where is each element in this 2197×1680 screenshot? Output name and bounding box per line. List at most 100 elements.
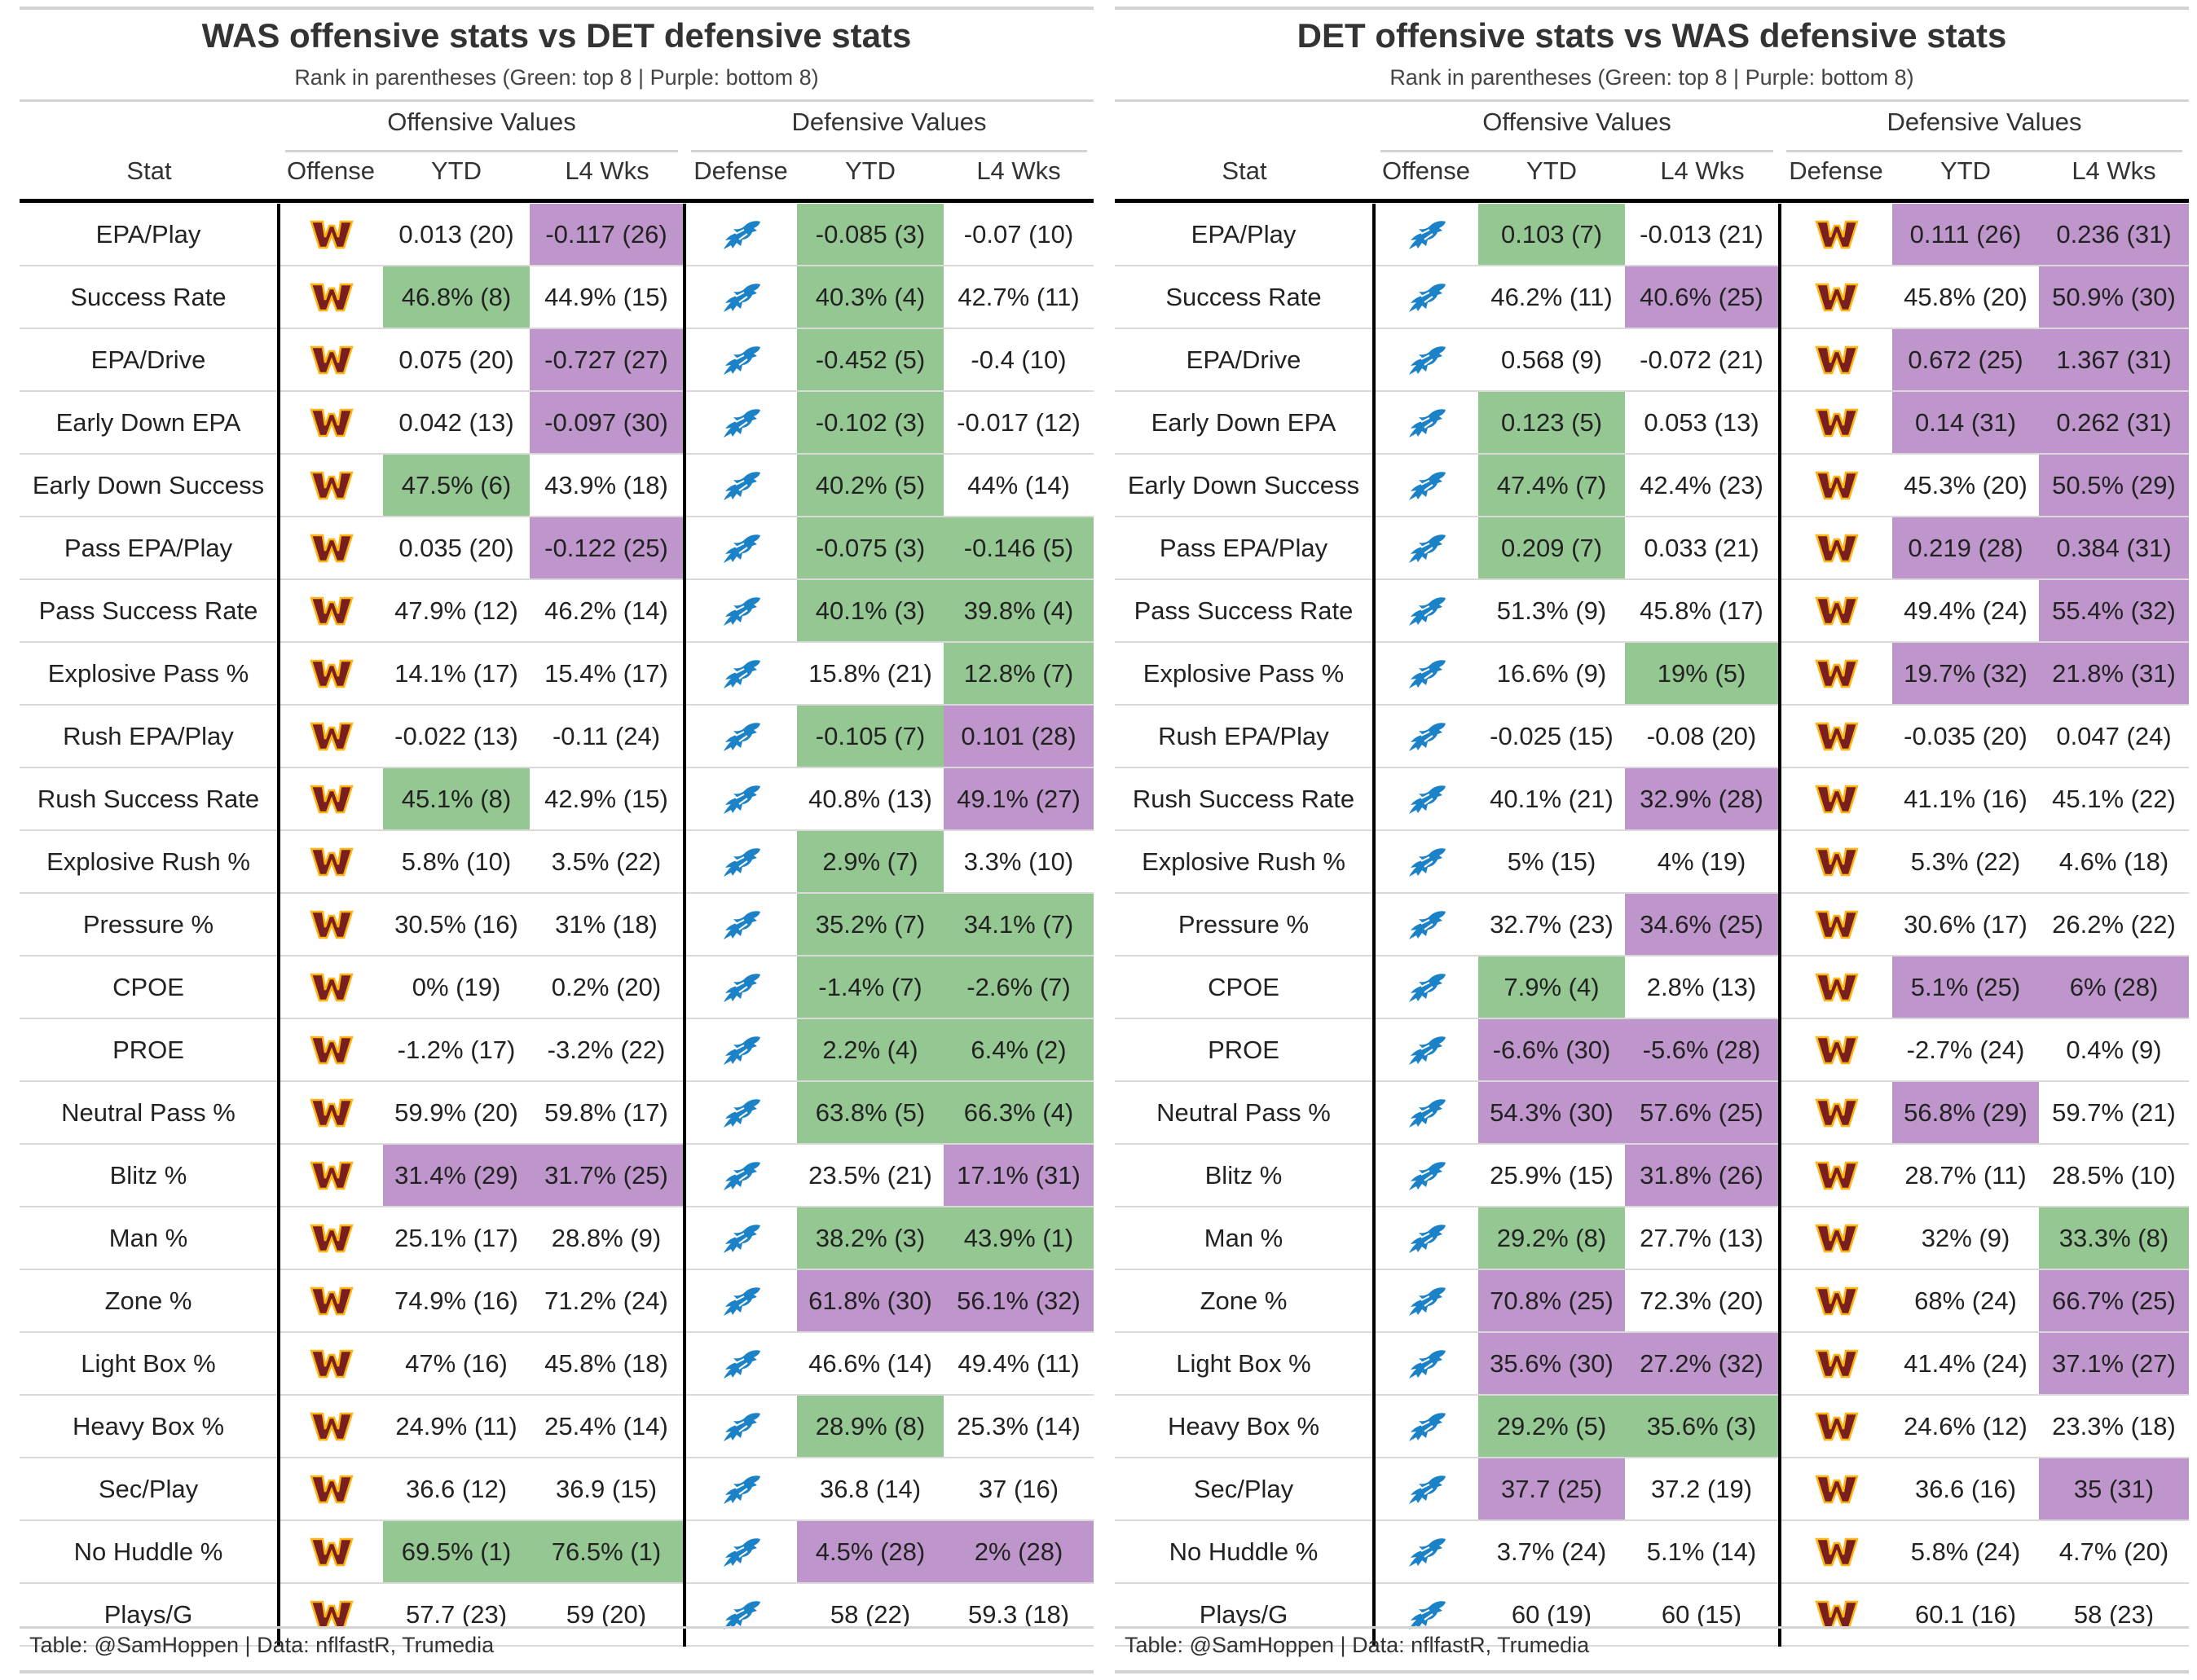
defense-logo-cell bbox=[1778, 1583, 1892, 1647]
defense-l4-header: L4 Wks bbox=[976, 156, 1061, 185]
defense-logo-cell bbox=[683, 1207, 797, 1270]
offense-l4-value: -0.097 (30) bbox=[530, 391, 685, 455]
offense-l4-value: 35.6% (3) bbox=[1625, 1395, 1780, 1458]
offense-logo-cell bbox=[277, 1269, 383, 1333]
stat-name: Explosive Pass % bbox=[20, 642, 279, 706]
stat-name: Pass EPA/Play bbox=[1115, 517, 1374, 580]
stat-name: EPA/Play bbox=[1115, 204, 1374, 266]
offense-ytd-value: 37.7 (25) bbox=[1478, 1458, 1625, 1521]
offense-ytd-value: 30.5% (16) bbox=[383, 893, 530, 957]
stat-name: Success Rate bbox=[1115, 266, 1374, 329]
defense-logo-cell bbox=[683, 391, 797, 455]
defense-l4-value: 37 (16) bbox=[944, 1458, 1094, 1521]
offense-logo-cell bbox=[277, 391, 383, 455]
lions-logo-icon bbox=[1409, 1098, 1446, 1128]
lions-logo-icon bbox=[1409, 596, 1446, 626]
lions-logo-icon bbox=[1409, 345, 1446, 375]
offense-ytd-value: 40.1% (21) bbox=[1478, 767, 1625, 831]
defense-l4-value: 33.3% (8) bbox=[2039, 1207, 2189, 1270]
offense-ytd-value: 0.042 (13) bbox=[383, 391, 530, 455]
offense-ytd-value: 47.9% (12) bbox=[383, 579, 530, 643]
offense-ytd-value: 3.7% (24) bbox=[1478, 1520, 1625, 1584]
offense-logo-cell bbox=[1372, 956, 1478, 1019]
defense-l4-value: 66.3% (4) bbox=[944, 1081, 1094, 1145]
offense-logo-cell bbox=[1372, 1018, 1478, 1082]
defense-logo-cell bbox=[1778, 266, 1892, 329]
defense-logo-cell bbox=[1778, 1269, 1892, 1333]
offense-l4-value: 25.4% (14) bbox=[530, 1395, 685, 1458]
stat-name: EPA/Play bbox=[20, 204, 279, 266]
defense-l4-value: 39.8% (4) bbox=[944, 579, 1094, 643]
lions-logo-icon bbox=[1409, 471, 1446, 500]
offense-l4-value: -0.072 (21) bbox=[1625, 328, 1780, 392]
lions-logo-icon bbox=[724, 973, 760, 1002]
defense-l4-value: 59.7% (21) bbox=[2039, 1081, 2189, 1145]
offense-l4-value: 60 (15) bbox=[1625, 1583, 1780, 1647]
commanders-logo-icon bbox=[310, 471, 354, 500]
defense-ytd-value: 40.1% (3) bbox=[797, 579, 944, 643]
table-row: EPA/Play 0.103 (7) -0.013 (21) 0.111 (26) 0.… bbox=[1115, 204, 2189, 266]
table-row: PROE -1.2% (17) -3.2% (22) 2.2% (4) 6.4% (2) bbox=[20, 1018, 1094, 1082]
offense-l4-value: 37.2 (19) bbox=[1625, 1458, 1780, 1521]
defense-logo-cell bbox=[683, 1458, 797, 1521]
defense-l4-value: 26.2% (22) bbox=[2039, 893, 2189, 957]
table-row: Rush Success Rate 45.1% (8) 42.9% (15) 40.8… bbox=[20, 767, 1094, 831]
defense-ytd-value: 63.8% (5) bbox=[797, 1081, 944, 1145]
commanders-logo-icon bbox=[310, 1224, 354, 1253]
commanders-logo-icon bbox=[1815, 785, 1859, 814]
offense-logo-cell bbox=[277, 893, 383, 957]
offense-l4-value: 31% (18) bbox=[530, 893, 685, 957]
defense-l4-value: 4.7% (20) bbox=[2039, 1520, 2189, 1584]
lions-logo-icon bbox=[724, 534, 760, 563]
table-row: EPA/Play 0.013 (20) -0.117 (26) -0.085 (3) -… bbox=[20, 204, 1094, 266]
offense-logo-cell bbox=[1372, 1458, 1478, 1521]
lions-logo-icon bbox=[724, 345, 760, 375]
commanders-logo-icon bbox=[310, 1349, 354, 1379]
lions-logo-icon bbox=[1409, 1600, 1446, 1629]
offense-ytd-header: YTD bbox=[1526, 156, 1577, 185]
offense-l4-value: 59 (20) bbox=[530, 1583, 685, 1647]
table-row: Heavy Box % 24.9% (11) 25.4% (14) 28.9% (8)… bbox=[20, 1395, 1094, 1458]
defense-ytd-value: 45.3% (20) bbox=[1892, 454, 2039, 517]
defense-header: Defense bbox=[693, 156, 788, 185]
offense-l4-value: 15.4% (17) bbox=[530, 642, 685, 706]
panel-title: WAS offensive stats vs DET defensive sta… bbox=[201, 16, 912, 55]
stat-name: Man % bbox=[20, 1207, 279, 1270]
lions-logo-icon bbox=[1409, 534, 1446, 563]
stat-name: Zone % bbox=[1115, 1269, 1374, 1333]
offense-l4-value: 28.8% (9) bbox=[530, 1207, 685, 1270]
stat-name: No Huddle % bbox=[1115, 1520, 1374, 1584]
lions-logo-icon bbox=[724, 722, 760, 751]
defense-logo-cell bbox=[1778, 956, 1892, 1019]
offense-logo-cell bbox=[277, 328, 383, 392]
defense-l4-value: 0.101 (28) bbox=[944, 705, 1094, 768]
defense-l4-value: 45.1% (22) bbox=[2039, 767, 2189, 831]
defense-logo-cell bbox=[683, 956, 797, 1019]
commanders-logo-icon bbox=[310, 910, 354, 939]
defense-logo-cell bbox=[683, 1520, 797, 1584]
defense-logo-cell bbox=[683, 705, 797, 768]
offense-ytd-value: 45.1% (8) bbox=[383, 767, 530, 831]
defense-l4-value: 0.4% (9) bbox=[2039, 1018, 2189, 1082]
commanders-logo-icon bbox=[310, 283, 354, 312]
table-row: No Huddle % 69.5% (1) 76.5% (1) 4.5% (28) 2%… bbox=[20, 1520, 1094, 1584]
offense-ytd-value: -0.022 (13) bbox=[383, 705, 530, 768]
offense-ytd-value: 0.123 (5) bbox=[1478, 391, 1625, 455]
commanders-logo-icon bbox=[1815, 910, 1859, 939]
offense-logo-cell bbox=[1372, 893, 1478, 957]
table-row: Blitz % 25.9% (15) 31.8% (26) 28.7% (11) 28.… bbox=[1115, 1144, 2189, 1207]
defense-l4-value: 12.8% (7) bbox=[944, 642, 1094, 706]
commanders-logo-icon bbox=[310, 596, 354, 626]
defense-ytd-value: 40.2% (5) bbox=[797, 454, 944, 517]
defense-l4-value: 50.9% (30) bbox=[2039, 266, 2189, 329]
table-row: Pass EPA/Play 0.209 (7) 0.033 (21) 0.219 (2… bbox=[1115, 517, 2189, 580]
offense-logo-cell bbox=[1372, 204, 1478, 266]
offense-logo-cell bbox=[277, 266, 383, 329]
defense-ytd-value: 41.4% (24) bbox=[1892, 1332, 2039, 1396]
defense-logo-cell bbox=[1778, 454, 1892, 517]
offense-ytd-value: 69.5% (1) bbox=[383, 1520, 530, 1584]
source-footer: Table: @SamHoppen | Data: nflfastR, Trum… bbox=[29, 1633, 495, 1657]
offense-logo-cell bbox=[277, 1081, 383, 1145]
offense-logo-cell bbox=[277, 204, 383, 266]
defense-l4-value: 6.4% (2) bbox=[944, 1018, 1094, 1082]
